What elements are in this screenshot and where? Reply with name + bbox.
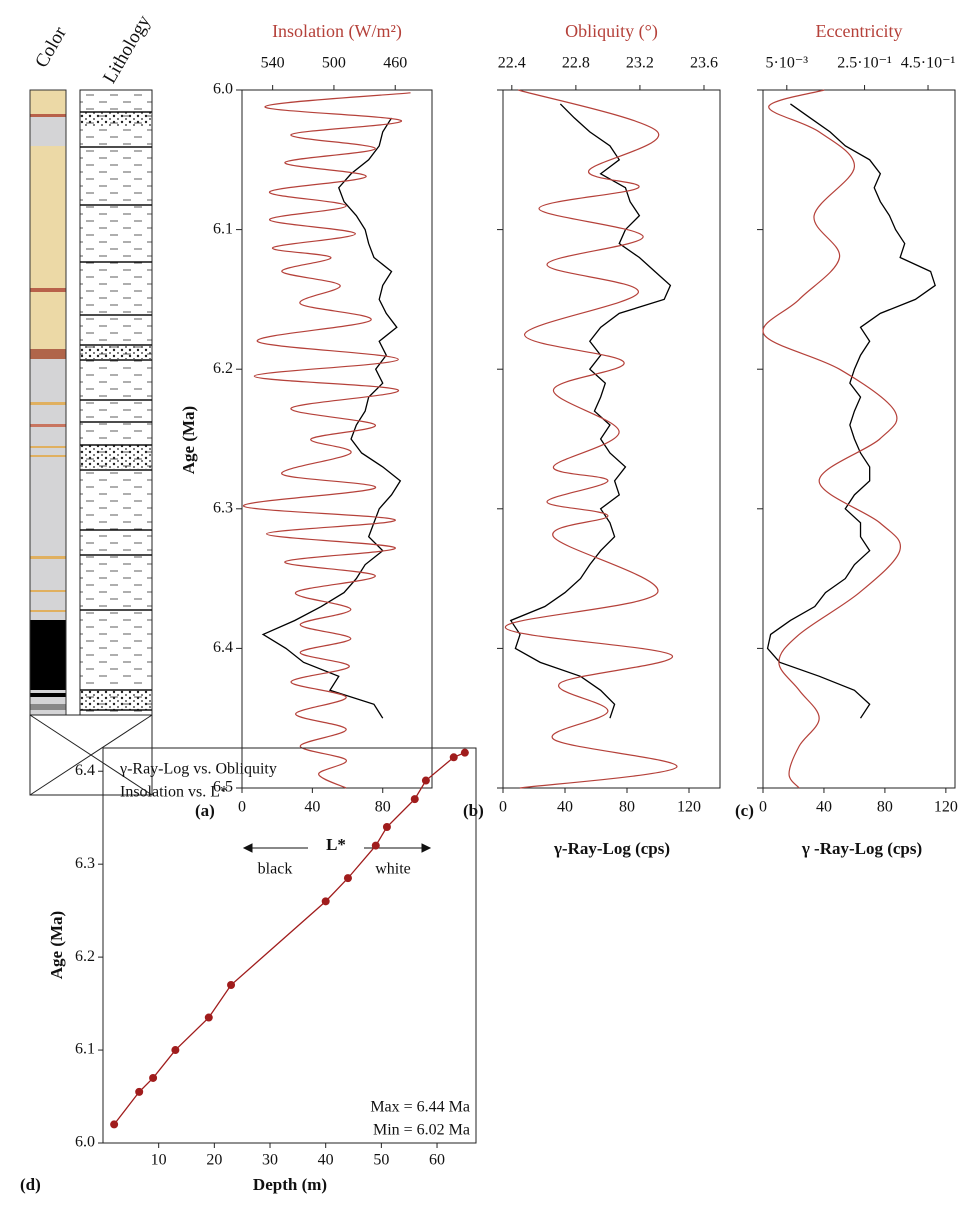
missing-section [29,714,153,796]
annotation: γ-Ray-Log vs. Obliquity [119,761,277,778]
panel-label: (d) [20,1175,41,1194]
x-axis-title: γ -Ray-Log (cps) [801,839,922,858]
x2-tick-label: 23.6 [690,55,718,72]
plot-frame [102,747,477,1144]
panel-label: (a) [195,801,215,820]
x-tick-label: 20 [206,1152,222,1169]
x2-axis-title: Obliquity (°) [565,21,658,42]
x-tick-label: 120 [677,799,701,816]
x2-tick-label: 23.2 [626,55,654,72]
data-point [110,1120,119,1129]
annotation: Insolation vs. L* [120,784,228,801]
annotation: black [258,861,293,878]
color-label: Color [31,23,71,72]
x-tick-label: 30 [262,1152,278,1169]
x-tick-label: 0 [238,799,246,816]
x-tick-label: 50 [373,1152,389,1169]
plot-frame [762,89,956,789]
x-tick-label: 40 [816,799,832,816]
annotation: Min = 6.02 Ma [373,1122,470,1139]
panel-label: (c) [735,801,754,820]
data-point [135,1087,144,1096]
annotation: Max = 6.44 Ma [370,1099,470,1116]
x-tick-label: 40 [318,1152,334,1169]
y-tick-label: 6.3 [213,499,233,516]
x-tick-label: 120 [934,799,958,816]
x2-tick-label: 2.5·10⁻¹ [837,55,892,72]
orbital-curve [242,92,411,789]
x2-axis-title: Insolation (W/m²) [272,21,402,42]
fit-line [113,752,466,1125]
x-axis-title: L* [326,835,346,854]
x2-tick-label: 22.8 [562,55,590,72]
x-tick-label: 10 [151,1152,167,1169]
x-tick-label: 80 [877,799,893,816]
x-tick-label: 40 [557,799,573,816]
data-point [421,776,430,785]
y-tick-label: 6.5 [213,779,233,796]
data-point [460,748,469,757]
x-tick-label: 0 [499,799,507,816]
data-point [227,981,236,989]
y-tick-label: 6.4 [213,639,233,656]
data-point [449,753,458,762]
data-point [343,874,352,883]
data-point [171,1046,180,1055]
data-curve [509,103,672,719]
data-point [204,1013,213,1022]
x-axis-title: γ-Ray-Log (cps) [553,839,670,858]
panel-label: (b) [463,801,484,820]
x2-axis-title: Eccentricity [816,21,903,41]
data-point [321,897,330,906]
x2-tick-label: 500 [322,55,346,72]
y-tick-label: 6.2 [75,948,95,965]
annotation: white [375,861,411,878]
x-axis-title: Depth (m) [253,1175,327,1194]
data-point [410,795,419,804]
x2-tick-label: 4.5·10⁻¹ [901,55,956,72]
x-tick-label: 60 [429,1152,445,1169]
data-point [371,841,380,850]
plot-frame [502,89,721,789]
lithology-column [79,89,153,716]
x-tick-label: 80 [619,799,635,816]
lithology-label: Lithology [99,11,155,87]
y-tick-label: 6.3 [75,855,95,872]
y-tick-label: 6.1 [213,220,233,237]
x-tick-label: 0 [759,799,767,816]
orbital-curve [762,89,902,789]
orbital-curve [504,89,678,789]
y-axis-title: Age (Ma) [47,911,66,979]
x2-tick-label: 540 [261,55,285,72]
x-tick-label: 40 [304,799,320,816]
plot-frame [241,89,433,789]
data-curve [766,103,936,719]
x2-tick-label: 460 [383,55,407,72]
data-point [149,1073,158,1082]
y-tick-label: 6.4 [75,762,95,779]
x2-tick-label: 22.4 [498,55,526,72]
y-tick-label: 6.0 [75,1134,95,1151]
y-axis-title: Age (Ma) [179,406,198,474]
y-tick-label: 6.0 [213,81,233,98]
x2-tick-label: 5·10⁻³ [766,55,809,72]
data-point [382,823,391,831]
x-tick-label: 80 [375,799,391,816]
y-tick-label: 6.1 [75,1041,95,1058]
color-column [29,89,67,716]
y-tick-label: 6.2 [213,360,233,377]
data-curve [261,117,402,719]
